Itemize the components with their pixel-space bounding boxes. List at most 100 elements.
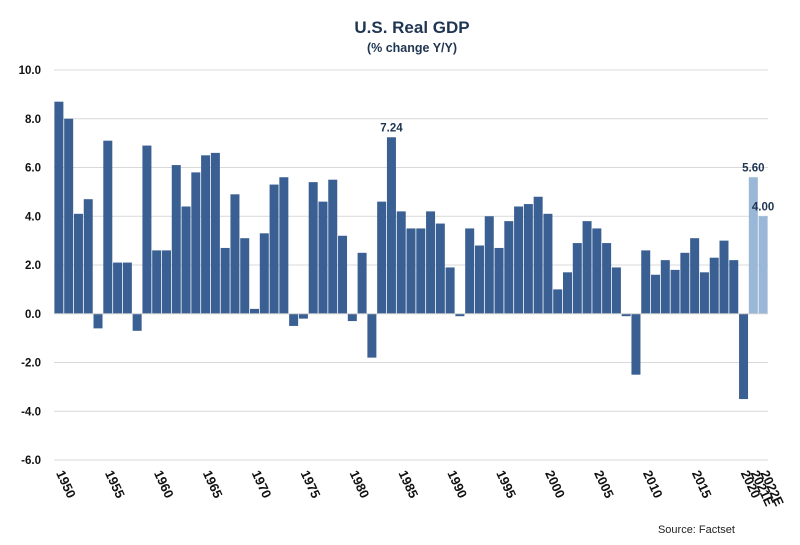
x-tick-label: 2015 xyxy=(689,468,715,501)
x-tick-label: 1990 xyxy=(444,468,470,501)
chart-title: U.S. Real GDP xyxy=(354,18,469,37)
bar-1960 xyxy=(152,250,162,314)
bar-1984 xyxy=(386,137,396,314)
bar-1967 xyxy=(220,247,230,314)
x-tick-label: 1995 xyxy=(493,468,519,501)
data-label-2022E: 4.00 xyxy=(752,201,774,213)
bar-1968 xyxy=(230,194,240,314)
x-tick-label: 1970 xyxy=(249,468,275,501)
bar-1981 xyxy=(357,252,367,314)
bar-1951 xyxy=(64,118,74,314)
bar-1996 xyxy=(504,221,514,314)
bar-2010 xyxy=(641,250,651,314)
bar-2007 xyxy=(611,267,621,314)
bar-2003 xyxy=(572,243,582,314)
bar-1952 xyxy=(73,213,83,314)
y-tick-label: 4.0 xyxy=(25,211,41,223)
bar-1988 xyxy=(426,211,436,314)
source-note: Source: Factset xyxy=(658,524,735,536)
y-tick-label: -6.0 xyxy=(21,455,41,467)
x-axis-ticks: 1950 1955 1960 1965 1970 1975 1980 1985 1990 1995… xyxy=(53,468,787,509)
bar-2009 xyxy=(631,313,641,375)
bar-1953 xyxy=(83,199,93,314)
bar-1989 xyxy=(435,223,445,314)
y-tick-label: -2.0 xyxy=(21,358,41,370)
data-label-2021E: 5.60 xyxy=(742,162,764,174)
bar-2004 xyxy=(582,221,592,314)
bar-1980 xyxy=(347,313,357,322)
bar-1956 xyxy=(113,262,123,314)
bar-2012 xyxy=(660,260,670,314)
bar-1972 xyxy=(269,184,279,314)
bar-1990 xyxy=(445,267,455,314)
bar-1955 xyxy=(103,140,113,314)
bar-2016 xyxy=(699,272,709,314)
bar-1957 xyxy=(122,262,132,314)
bar-2011 xyxy=(651,274,661,314)
bar-2002 xyxy=(562,272,572,314)
y-tick-label: 8.0 xyxy=(25,114,41,126)
bar-1992 xyxy=(465,228,475,314)
bar-1994 xyxy=(484,216,494,314)
bar-1987 xyxy=(416,228,426,314)
bar-2015 xyxy=(690,238,700,314)
y-tick-label: -4.0 xyxy=(21,406,41,418)
x-tick-label: 1950 xyxy=(53,468,79,501)
bar-1966 xyxy=(210,152,220,314)
bar-2008 xyxy=(621,313,631,317)
bar-2014 xyxy=(680,252,690,314)
bar-1991 xyxy=(455,313,465,317)
bar-2001 xyxy=(553,289,563,314)
chart-subtitle: (% change Y/Y) xyxy=(367,41,457,55)
x-tick-label: 1965 xyxy=(200,468,226,501)
bar-2000 xyxy=(543,213,553,314)
bar-1959 xyxy=(142,145,152,314)
x-tick-label: 1960 xyxy=(151,468,177,501)
bar-2021E xyxy=(748,177,758,314)
bars xyxy=(54,101,768,400)
bar-1974 xyxy=(289,313,299,326)
bar-1997 xyxy=(514,206,524,314)
bar-1958 xyxy=(132,313,142,331)
y-tick-label: 0.0 xyxy=(25,309,41,321)
bar-1993 xyxy=(474,245,484,314)
bar-2022E xyxy=(758,216,768,314)
bar-2005 xyxy=(592,228,602,314)
bar-1963 xyxy=(181,206,191,314)
bar-1971 xyxy=(259,233,269,314)
bar-2019 xyxy=(729,260,739,314)
bar-2020 xyxy=(739,313,749,400)
bar-1954 xyxy=(93,313,103,329)
bar-1970 xyxy=(250,308,260,314)
bar-1979 xyxy=(338,235,348,314)
y-tick-label: 10.0 xyxy=(19,65,41,77)
bar-1995 xyxy=(494,247,504,314)
bar-1977 xyxy=(318,201,328,314)
y-tick-label: 6.0 xyxy=(25,163,41,175)
bar-1999 xyxy=(533,196,543,314)
bar-2017 xyxy=(709,257,719,314)
x-tick-label: 1955 xyxy=(102,468,128,501)
bar-1982 xyxy=(367,313,377,358)
bar-1985 xyxy=(396,211,406,314)
x-tick-label: 2005 xyxy=(591,468,617,501)
bar-2018 xyxy=(719,240,729,314)
bar-1976 xyxy=(308,182,318,314)
x-tick-label: 1975 xyxy=(298,468,324,501)
bar-1998 xyxy=(523,204,533,314)
y-tick-label: 2.0 xyxy=(25,260,41,272)
bar-1962 xyxy=(171,165,181,314)
x-tick-label: 1985 xyxy=(396,468,422,501)
bar-1986 xyxy=(406,228,416,314)
y-axis-ticks: 10.0 8.0 6.0 4.0 2.0 0.0 -2.0 -4.0 -6.0 xyxy=(19,65,41,467)
bar-1978 xyxy=(328,179,338,314)
data-labels: 7.24 5.60 4.00 xyxy=(380,122,774,213)
bar-1983 xyxy=(377,201,387,314)
bar-1950 xyxy=(54,101,64,314)
data-label-1984: 7.24 xyxy=(380,122,403,134)
bar-2013 xyxy=(670,269,680,314)
x-tick-label: 1980 xyxy=(347,468,373,501)
bar-1965 xyxy=(201,155,211,314)
